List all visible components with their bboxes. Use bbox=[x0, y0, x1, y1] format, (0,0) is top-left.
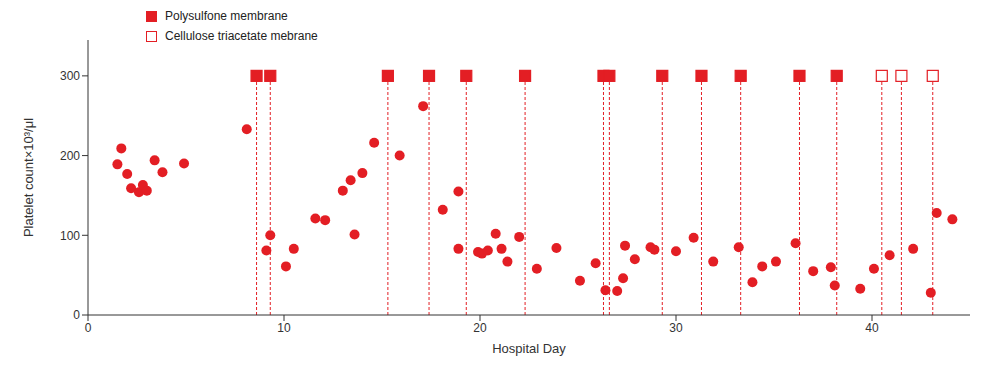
svg-text:30: 30 bbox=[669, 321, 683, 335]
svg-text:Platelet count×10³/μl: Platelet count×10³/μl bbox=[21, 118, 36, 237]
html-text:Cellulose triacetate mebrane: Cellulose triacetate mebrane bbox=[165, 29, 318, 43]
svg-text:200: 200 bbox=[60, 149, 80, 163]
svg-text:0: 0 bbox=[85, 321, 92, 335]
svg-text:10: 10 bbox=[277, 321, 291, 335]
svg-text:Hospital Day: Hospital Day bbox=[492, 341, 566, 356]
svg-text:20: 20 bbox=[473, 321, 487, 335]
svg-text:0: 0 bbox=[73, 308, 80, 322]
html-text:Polysulfone membrane: Polysulfone membrane bbox=[165, 9, 288, 23]
svg-text:100: 100 bbox=[60, 229, 80, 243]
svg-text:40: 40 bbox=[865, 321, 879, 335]
svg-text:300: 300 bbox=[60, 69, 80, 83]
